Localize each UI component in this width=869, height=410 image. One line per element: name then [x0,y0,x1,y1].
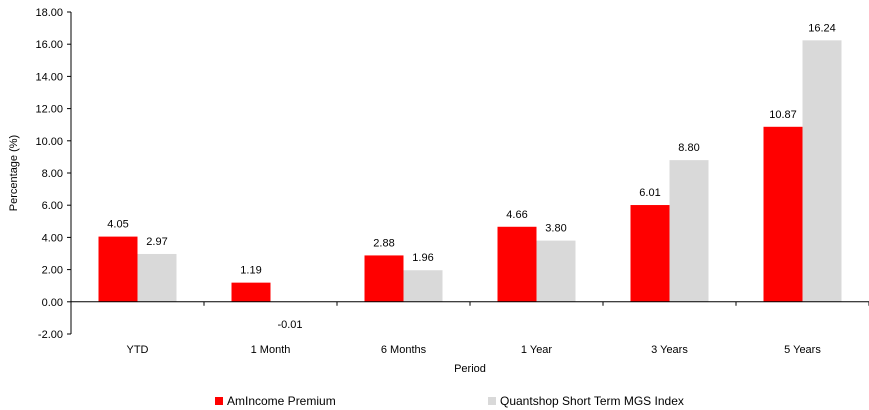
legend-label: Quantshop Short Term MGS Index [500,394,684,408]
x-tick-label: 1 Month [251,344,291,356]
data-label: 6.01 [639,187,660,199]
bar [231,282,271,302]
x-axis-title: Period [454,363,486,375]
x-tick-label: 3 Years [651,344,688,356]
y-tick-label: 12.00 [35,104,63,116]
data-label: 10.87 [769,109,797,121]
bar [802,40,842,302]
data-label: 2.97 [146,236,167,248]
y-tick-label: 14.00 [35,71,63,83]
y-tick-label: 18.00 [35,7,63,19]
data-label: 8.80 [678,142,699,154]
legend-label: AmIncome Premium [227,394,336,408]
legend-swatch [488,397,496,405]
legend-swatch [215,397,223,405]
y-tick-label: 16.00 [35,39,63,51]
y-axis-title: Percentage (%) [8,135,20,211]
y-tick-label: 10.00 [35,136,63,148]
data-label: 16.24 [808,22,836,34]
y-tick-label: 4.00 [42,232,63,244]
x-axis-ticks: YTD 1 Month 6 Months 1 Year 3 Years 5 Years [127,344,822,356]
data-label: 2.88 [373,237,394,249]
x-tick-label: 6 Months [381,344,427,356]
x-tick-label: 1 Year [521,344,553,356]
bar [137,253,177,302]
x-tick-label: 5 Years [784,344,821,356]
bar [669,160,709,302]
data-label: 3.80 [545,223,566,235]
data-label: 4.66 [506,209,527,221]
data-label: 1.19 [240,265,261,277]
bar [763,126,803,302]
data-label: -0.01 [277,319,302,331]
y-axis-ticks: -2.00 0.00 2.00 4.00 6.00 8.00 10.00 12.00 14.00… [35,7,63,341]
y-tick-label: 8.00 [42,168,63,180]
bar [98,236,138,302]
axes [67,11,869,335]
data-label: 1.96 [412,252,433,264]
data-label: 4.05 [107,219,128,231]
bar [364,255,404,302]
y-tick-label: 2.00 [42,265,63,277]
bar-series [98,40,842,303]
data-labels: 4.05 1.19 2.88 4.66 6.01 10.87 2.97 -0.01 1.96 3.… [107,22,835,330]
bar [403,270,443,302]
legend: AmIncome Premium Quantshop Short Term MGS… [215,394,684,408]
y-tick-label: 6.00 [42,200,63,212]
x-tick-label: YTD [127,344,149,356]
bar [497,226,537,302]
bar [536,240,576,302]
y-tick-label: 0.00 [42,297,63,309]
y-tick-label: -2.00 [38,329,63,341]
bar [630,205,670,302]
